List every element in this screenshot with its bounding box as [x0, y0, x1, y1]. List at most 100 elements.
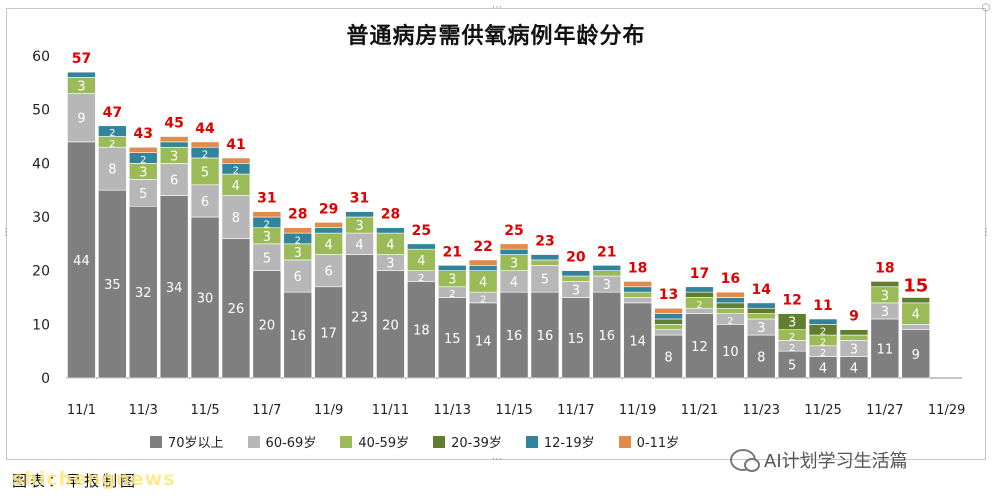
- segment-value-label: 4: [479, 275, 487, 290]
- bar-segment: [654, 307, 683, 314]
- segment-value-label: 32: [135, 286, 152, 301]
- bar-segment: [530, 291, 560, 379]
- bar-segment: [746, 334, 776, 379]
- segment-value-label: 4: [232, 179, 240, 194]
- chart-title: 普通病房需供氧病例年龄分布: [346, 24, 646, 49]
- y-tick-label: 10: [32, 317, 50, 333]
- legend-label: 40-59岁: [358, 436, 410, 451]
- segment-value-label: 2: [820, 337, 826, 348]
- x-tick-label: 11/1: [67, 403, 96, 418]
- bar-segment: [716, 297, 745, 304]
- legend-item: 12-19岁: [525, 432, 595, 451]
- bar-segment: [283, 291, 313, 379]
- segment-value-label: 17: [320, 326, 337, 341]
- segment-value-label: 11: [877, 342, 894, 357]
- bar-total-label: 15: [903, 276, 928, 297]
- segment-value-label: 2: [789, 332, 795, 343]
- bar-segment: [623, 281, 652, 288]
- y-tick-label: 20: [32, 264, 50, 280]
- resize-handle-corner-icon[interactable]: ○: [981, 2, 991, 13]
- bar-segment: [654, 318, 683, 325]
- resize-handle-right-icon[interactable]: ⋮: [981, 227, 991, 238]
- bars: [67, 71, 931, 379]
- segment-value-label: 3: [77, 80, 85, 95]
- bar-total-label: 25: [412, 223, 431, 239]
- wechat-icon: [730, 449, 760, 472]
- bar-segment: [159, 163, 189, 196]
- bar-segment: [67, 141, 96, 379]
- y-tick-label: 60: [32, 49, 50, 65]
- segment-value-label: 8: [108, 163, 116, 178]
- bar-segment: [685, 291, 714, 298]
- segment-value-label: 2: [418, 273, 424, 284]
- segment-value-label: 4: [819, 361, 827, 376]
- bar-segment: [314, 286, 343, 379]
- bar-segment: [252, 211, 282, 218]
- x-tick-label: 11/27: [866, 403, 903, 418]
- bar-total-label: 21: [597, 244, 616, 260]
- bar-total-label: 13: [659, 287, 678, 303]
- legend-swatch: [618, 435, 631, 448]
- bar-segment: [746, 307, 776, 314]
- segment-value-label: 2: [449, 289, 455, 300]
- axes: 0 10 20 30 40 50 60 11/1 11/3 11/5 11/7 11/9 11/11 11…: [32, 49, 965, 418]
- segment-value-label: 16: [506, 329, 523, 344]
- bar-segment: [159, 141, 189, 148]
- bar-segment: [530, 254, 560, 261]
- segment-value-label: 3: [294, 246, 302, 261]
- bar-segment: [901, 329, 931, 379]
- bar-segment: [468, 259, 498, 266]
- segment-value-label: 3: [881, 289, 889, 304]
- segment-value-label: 2: [820, 327, 826, 338]
- bar-segment: [839, 329, 869, 336]
- bar-total-label: 9: [849, 309, 859, 325]
- resize-handle-left-icon[interactable]: ⋮: [1, 227, 11, 238]
- segment-value-label: 4: [325, 238, 333, 253]
- wechat-badge: AI计划学习生活篇: [730, 447, 908, 473]
- legend-label: 0-11岁: [636, 436, 680, 451]
- bar-segment: [499, 243, 529, 250]
- bar-segment: [345, 211, 374, 218]
- segment-value-label: 2: [789, 343, 795, 354]
- bar-segment: [221, 157, 251, 164]
- segment-value-label: 2: [727, 316, 733, 327]
- segment-value-label: 5: [788, 359, 796, 374]
- x-tick-label: 11/15: [495, 403, 532, 418]
- segment-value-label: 10: [722, 345, 739, 360]
- bar-total-label: 28: [288, 207, 307, 223]
- segment-value-label: 3: [850, 342, 858, 357]
- x-tick-label: 11/25: [804, 403, 841, 418]
- y-tick-label: 0: [41, 371, 50, 387]
- bar-segment: [407, 281, 436, 379]
- labels: 4493573582247325324334634530652442684241…: [72, 51, 929, 376]
- legend-swatch: [150, 435, 162, 448]
- segment-value-label: 3: [510, 257, 518, 272]
- y-tick-label: 40: [32, 156, 50, 172]
- bar-segment: [283, 227, 313, 234]
- bar-segment: [128, 179, 158, 207]
- resize-handle-top-icon[interactable]: ⋯: [492, 2, 502, 13]
- bar-segment: [561, 297, 591, 379]
- bar-total-label: 22: [473, 239, 492, 255]
- bar-segment: [654, 324, 683, 331]
- source-note: 图表：早报制图: [12, 472, 139, 490]
- bar-segment: [685, 286, 714, 293]
- segment-value-label: 5: [263, 251, 271, 266]
- segment-value-label: 2: [820, 348, 826, 359]
- bar-segment: [345, 254, 374, 379]
- bar-total-label: 43: [134, 126, 153, 142]
- resize-handle-bottom-icon[interactable]: ⋯: [492, 454, 502, 465]
- segment-value-label: 3: [603, 278, 611, 293]
- segment-value-label: 4: [417, 254, 425, 269]
- bar-segment: [437, 264, 467, 271]
- bar-segment: [746, 313, 776, 320]
- segment-value-label: 5: [541, 273, 549, 288]
- bar-segment: [592, 264, 622, 271]
- segment-value-label: 9: [912, 348, 920, 363]
- segment-value-label: 2: [233, 166, 239, 177]
- segment-value-label: 2: [696, 300, 702, 311]
- legend-item: 0-11岁: [618, 432, 680, 451]
- segment-value-label: 4: [510, 275, 518, 290]
- bar-total-label: 44: [195, 121, 215, 137]
